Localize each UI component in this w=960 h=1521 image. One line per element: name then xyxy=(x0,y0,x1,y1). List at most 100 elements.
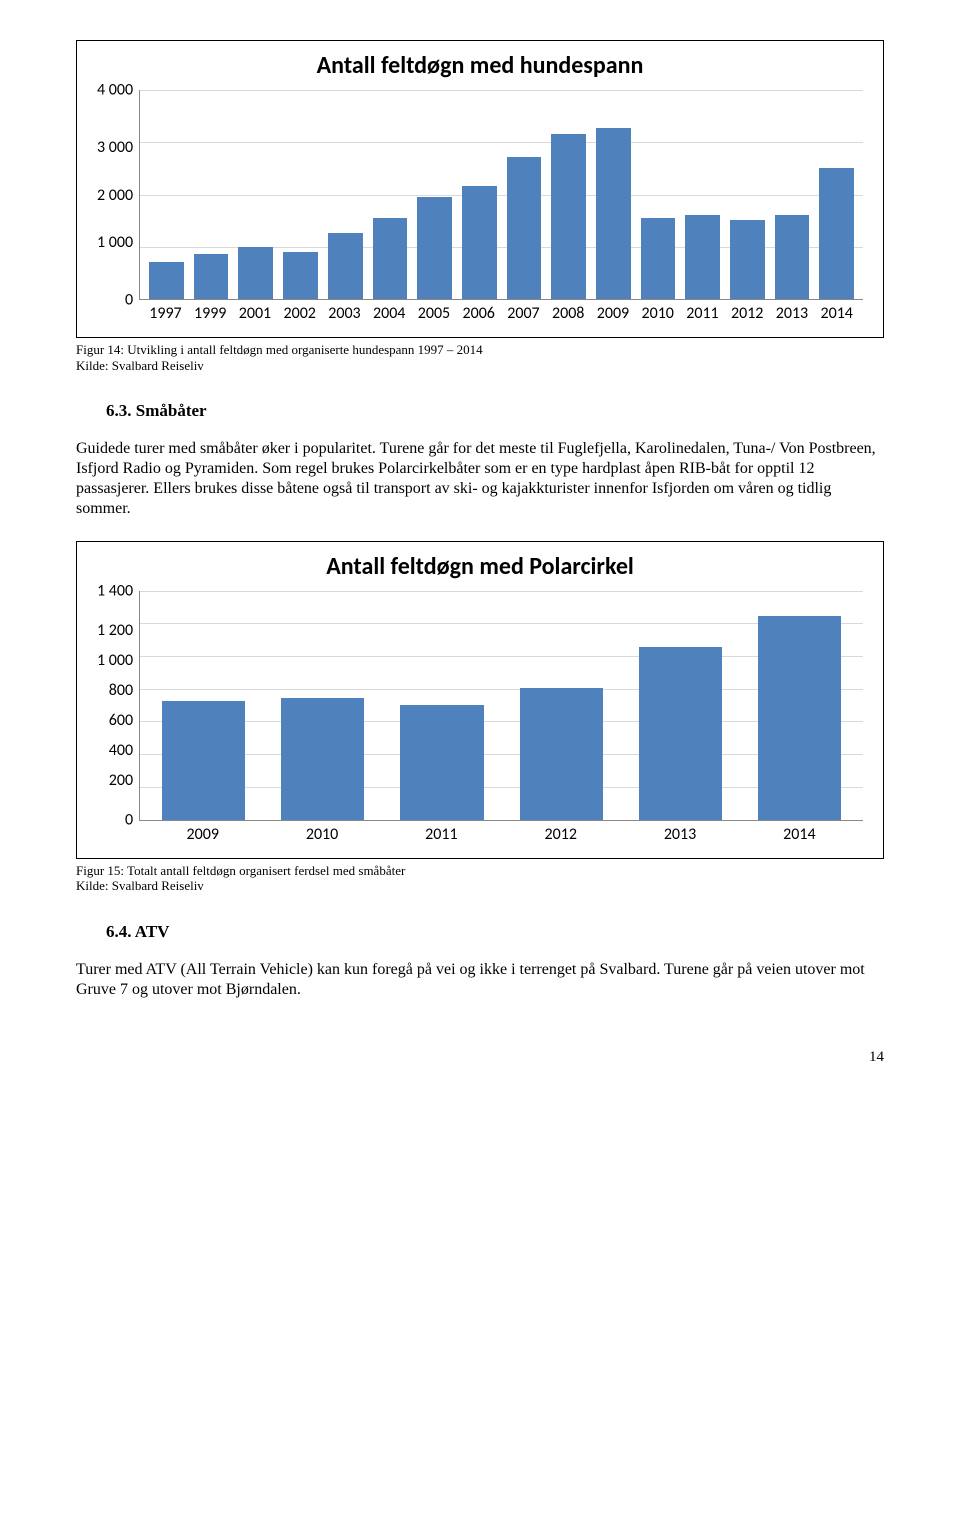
chart1-plot-wrap: 1997 1999 2001 2002 2003 2004 2005 2006 2007 2008… xyxy=(139,90,863,323)
bar-fill xyxy=(685,215,720,299)
chart2-area: 1 4001 2001 0008006004002000 20092010201… xyxy=(97,591,863,844)
figure14-caption-line1: Figur 14: Utvikling i antall feltdøgn me… xyxy=(76,342,884,358)
chart1-y-axis: 4 0003 0002 0001 0000 xyxy=(97,90,139,300)
bar-fill xyxy=(507,157,542,299)
x-tick-label: 2010 xyxy=(640,304,675,323)
x-tick-label: 2012 xyxy=(519,825,602,844)
figure15-caption-line1: Figur 15: Totalt antall feltdøgn organis… xyxy=(76,863,884,879)
bar-fill xyxy=(775,215,810,299)
bar xyxy=(162,701,245,819)
page-number: 14 xyxy=(76,1049,884,1066)
bar xyxy=(149,262,184,299)
bar-fill xyxy=(417,197,452,299)
bar xyxy=(400,705,483,820)
x-tick-label: 2010 xyxy=(280,825,363,844)
chart2-x-axis: 200920102011201220132014 xyxy=(139,821,863,844)
x-tick-label: 2009 xyxy=(596,304,631,323)
chart1-title: Antall feltdøgn med hundespann xyxy=(97,51,863,80)
bar-fill xyxy=(639,647,722,820)
chart2-title: Antall feltdøgn med Polarcirkel xyxy=(97,552,863,581)
bar xyxy=(462,186,497,299)
bar xyxy=(281,698,364,820)
x-tick-label: 2013 xyxy=(775,304,810,323)
bar-fill xyxy=(373,218,408,299)
y-tick-label: 4 000 xyxy=(97,81,133,100)
x-tick-label: 2006 xyxy=(461,304,496,323)
chart-polarcirkel: Antall feltdøgn med Polarcirkel 1 400 1 2… xyxy=(76,541,884,859)
bar xyxy=(775,215,810,299)
paragraph-smabater: Guidede turer med småbåter øker i popula… xyxy=(76,439,884,518)
bar xyxy=(238,247,273,300)
bar xyxy=(283,252,318,299)
y-tick-label: 600 xyxy=(97,711,133,730)
heading-smabater: 6.3. Småbåter xyxy=(106,401,884,421)
bar xyxy=(507,157,542,299)
bar-fill xyxy=(596,128,631,299)
bar-fill xyxy=(281,698,364,820)
bar xyxy=(194,254,229,299)
y-tick-label: 1 000 xyxy=(97,651,133,670)
y-tick-label: 0 xyxy=(97,291,133,310)
bar xyxy=(639,647,722,820)
x-tick-label: 2008 xyxy=(551,304,586,323)
bar-fill xyxy=(520,688,603,819)
bar xyxy=(641,218,676,299)
x-tick-label: 2014 xyxy=(758,825,841,844)
y-tick-label: 1 000 xyxy=(97,233,133,252)
x-tick-label: 2004 xyxy=(372,304,407,323)
bar-fill xyxy=(730,220,765,299)
y-tick-label: 3 000 xyxy=(97,138,133,157)
x-tick-label: 2009 xyxy=(161,825,244,844)
bar-fill xyxy=(400,705,483,820)
bar-fill xyxy=(462,186,497,299)
y-tick-label: 200 xyxy=(97,771,133,790)
bar xyxy=(417,197,452,299)
bar-fill xyxy=(551,134,586,299)
bar-fill xyxy=(238,247,273,300)
x-tick-label: 2002 xyxy=(282,304,317,323)
bar-fill xyxy=(819,168,854,299)
x-tick-label: 2007 xyxy=(506,304,541,323)
x-tick-label: 1997 xyxy=(148,304,183,323)
y-tick-label: 0 xyxy=(97,811,133,830)
bar-fill xyxy=(194,254,229,299)
bar xyxy=(758,616,841,820)
chart2-y-axis: 1 4001 2001 0008006004002000 xyxy=(97,591,139,821)
document-page: Antall feltdøgn med hundespann 4 000 3 00… xyxy=(0,0,960,1116)
y-tick-label: 400 xyxy=(97,741,133,760)
bar-fill xyxy=(641,218,676,299)
y-tick-label: 1 200 xyxy=(97,621,133,640)
bar-fill xyxy=(162,701,245,819)
chart1-bars xyxy=(140,90,863,299)
bar xyxy=(373,218,408,299)
x-tick-label: 1999 xyxy=(193,304,228,323)
chart1-plot xyxy=(139,90,863,300)
x-tick-label: 2005 xyxy=(417,304,452,323)
y-tick-label: 2 000 xyxy=(97,186,133,205)
chart1-x-axis: 1997 1999 2001 2002 2003 2004 2005 2006 2007 2008… xyxy=(139,300,863,323)
bar-fill xyxy=(328,233,363,299)
bar xyxy=(596,128,631,299)
x-tick-label: 2014 xyxy=(819,304,854,323)
x-tick-label: 2012 xyxy=(730,304,765,323)
bar xyxy=(328,233,363,299)
chart-hundespann: Antall feltdøgn med hundespann 4 000 3 00… xyxy=(76,40,884,338)
figure14-caption-line2: Kilde: Svalbard Reiseliv xyxy=(76,358,884,374)
x-tick-label: 2011 xyxy=(685,304,720,323)
x-tick-label: 2001 xyxy=(238,304,273,323)
y-tick-label: 1 400 xyxy=(97,581,133,600)
x-tick-label: 2013 xyxy=(638,825,721,844)
bar xyxy=(520,688,603,819)
chart1-area: 4 0003 0002 0001 0000 199719992001200220… xyxy=(97,90,863,323)
chart2-plot-wrap: 200920102011201220132014 xyxy=(139,591,863,844)
bar xyxy=(685,215,720,299)
bar-fill xyxy=(283,252,318,299)
bar-fill xyxy=(758,616,841,820)
bar xyxy=(551,134,586,299)
x-tick-label: 2003 xyxy=(327,304,362,323)
chart2-plot xyxy=(139,591,863,821)
bar xyxy=(730,220,765,299)
heading-atv: 6.4. ATV xyxy=(106,922,884,942)
figure15-caption-line2: Kilde: Svalbard Reiseliv xyxy=(76,878,884,894)
y-tick-label: 800 xyxy=(97,681,133,700)
